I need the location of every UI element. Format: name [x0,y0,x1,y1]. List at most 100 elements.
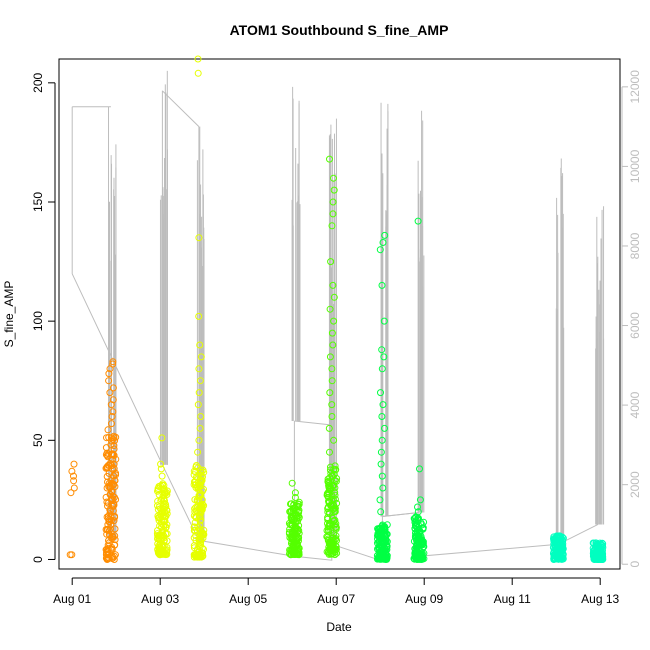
data-point [108,413,116,420]
data-point [332,535,340,542]
data-point [108,545,115,553]
data-point [328,222,336,230]
data-point [324,478,332,485]
y-axis-label: S_fine_AMP [2,281,16,348]
data-point [559,540,567,548]
data-point [414,503,421,511]
data-point [192,532,200,539]
data-point [108,420,115,428]
data-point [412,550,420,558]
data-point [556,546,564,554]
data-point [160,526,168,534]
data-point [330,436,338,444]
data-point [196,377,204,385]
data-point [103,525,111,533]
data-point [380,317,388,325]
secondary-series-connector [162,90,200,127]
secondary-y-axis: 0 2000 4000 6000 8000 10000 12000 [621,70,642,568]
data-point [105,377,113,385]
y-axis: 0 50 100 150 200 [31,72,56,563]
data-point [329,210,337,218]
data-point [160,517,168,525]
data-point [157,547,165,555]
data-point [110,481,118,489]
data-point [328,401,336,409]
chart-title: ATOM1 Southbound S_fine_AMP [230,22,449,38]
data-point [196,341,204,349]
data-point [194,55,202,63]
data-point [161,513,169,521]
data-point [289,522,296,529]
secondary-y-tick-label: 2000 [628,471,642,498]
secondary-y-tick-label: 0 [628,561,642,568]
data-point [295,509,303,517]
data-point [327,258,335,266]
data-point [381,523,388,530]
data-point [194,464,202,472]
data-point [287,513,295,521]
data-point [70,472,77,480]
x-tick-label: Aug 01 [53,592,91,606]
data-point [326,353,334,361]
data-point [106,389,114,397]
y-tick-label: 0 [31,556,45,563]
secondary-series-connector [294,420,332,426]
data-point [192,462,200,469]
data-point [110,465,118,472]
data-point [197,413,205,420]
data-point [291,489,299,497]
data-point [160,508,168,516]
data-point [200,468,208,476]
data-point [109,358,117,366]
plot-frame [58,58,621,570]
data-point [70,460,78,468]
data-point [104,521,112,529]
y-tick-label: 50 [31,433,45,447]
x-tick-label: Aug 03 [141,592,179,606]
data-point [110,451,118,459]
data-point [108,533,116,541]
data-point [111,513,119,521]
data-point [108,496,116,504]
secondary-y-tick-label: 12000 [628,70,642,104]
data-point [590,555,598,563]
data-point [199,500,207,508]
data-point [198,544,206,552]
secondary-y-tick-label: 10000 [628,149,642,183]
data-point [295,500,303,508]
data-point [163,550,171,558]
data-point [105,539,113,547]
data-point [194,448,202,456]
data-point [112,455,120,463]
data-point [381,231,389,239]
data-point [107,461,115,469]
data-point [324,520,331,527]
y-tick-label: 200 [31,72,45,92]
data-point [383,530,391,538]
data-point [191,505,199,513]
data-point [197,509,205,517]
data-point [286,550,293,558]
data-point [378,365,386,373]
data-point [420,549,428,557]
data-point [374,535,381,543]
data-point [191,519,199,526]
data-point [104,426,112,434]
data-point [329,198,337,206]
data-point [419,553,427,561]
data-point [111,437,119,445]
data-point [289,550,297,558]
data-point [195,496,203,504]
data-point [192,484,200,492]
data-point [326,305,334,313]
data-point [295,544,303,552]
data-point [108,450,116,458]
data-point [376,544,383,552]
data-point [380,353,388,361]
data-point [109,384,117,392]
data-point [375,549,383,557]
data-point [197,516,205,524]
data-point [416,496,424,504]
data-point [378,346,386,354]
data-point [331,488,339,496]
